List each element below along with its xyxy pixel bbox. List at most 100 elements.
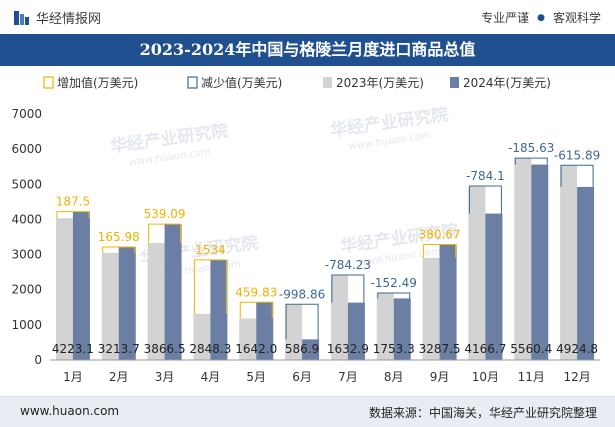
value-label-2024: 1753.3 bbox=[373, 342, 415, 356]
decrease-label: -998.86 bbox=[279, 287, 325, 301]
decrease-bracket bbox=[468, 185, 502, 214]
value-label-2024: 4924.8 bbox=[556, 342, 598, 356]
x-tick-label: 1月 bbox=[63, 370, 83, 384]
bar-2023 bbox=[330, 275, 348, 360]
decrease-bracket bbox=[377, 292, 411, 299]
decrease-bracket bbox=[560, 164, 594, 187]
value-label-2024: 3213.7 bbox=[98, 342, 140, 356]
footer-site-link[interactable]: www.huaon.com bbox=[20, 404, 120, 418]
y-tick-label: 1000 bbox=[11, 318, 42, 332]
tagline-2: 客观科学 bbox=[552, 11, 601, 25]
bar-2024 bbox=[393, 298, 411, 360]
value-label-2024: 1642.0 bbox=[235, 342, 277, 356]
legend-swatch-2023 bbox=[323, 77, 332, 88]
bar-2024 bbox=[118, 247, 136, 360]
value-label-2024: 1632.9 bbox=[327, 342, 369, 356]
increase-label: 380.67 bbox=[419, 227, 461, 241]
increase-bracket bbox=[193, 259, 227, 314]
increase-label: 539.09 bbox=[144, 207, 186, 221]
tagline-1: 专业严谨 bbox=[481, 11, 530, 25]
increase-bracket bbox=[102, 246, 136, 253]
value-label-2024: 586.9 bbox=[285, 342, 319, 356]
decrease-bracket bbox=[285, 303, 319, 340]
bar-2024 bbox=[164, 224, 182, 360]
legend-swatch-2024 bbox=[450, 77, 459, 88]
tagline: 专业严谨 ● 客观科学 bbox=[481, 9, 601, 26]
bar-2024 bbox=[439, 244, 457, 360]
value-label-2024: 4166.7 bbox=[464, 342, 506, 356]
brand[interactable]: 华经情报网 bbox=[14, 8, 101, 27]
bar-2024 bbox=[347, 302, 365, 360]
x-tick-label: 9月 bbox=[430, 370, 450, 384]
brand-name: 华经情报网 bbox=[36, 12, 102, 27]
increase-bracket bbox=[423, 243, 457, 258]
footer: www.huaon.com 数据来源：中国海关，华经产业研究院整理 bbox=[0, 396, 615, 427]
x-tick-label: 11月 bbox=[518, 370, 545, 384]
bar-2023 bbox=[147, 243, 165, 360]
value-label-2024: 3866.5 bbox=[144, 342, 186, 356]
bar-2023 bbox=[101, 252, 119, 360]
legend-swatch-decrease bbox=[187, 76, 198, 89]
y-tick-label: 5000 bbox=[11, 177, 42, 191]
x-tick-label: 3月 bbox=[155, 370, 175, 384]
decrease-label: -784.1 bbox=[466, 169, 505, 183]
y-tick-label: 7000 bbox=[11, 107, 42, 121]
decrease-label: -152.49 bbox=[371, 276, 417, 290]
x-tick-label: 7月 bbox=[338, 370, 358, 384]
bar-2024 bbox=[302, 339, 320, 360]
chart-title: 2023-2024年中国与格陵兰月度进口商品总值 bbox=[0, 34, 615, 66]
bar-2023 bbox=[55, 218, 73, 360]
legend-label-1: 减少值(万美元) bbox=[201, 75, 282, 90]
bar-2024 bbox=[531, 164, 549, 360]
bar-2024 bbox=[577, 186, 595, 360]
bar-2023 bbox=[376, 293, 394, 360]
increase-label: 1534 bbox=[195, 243, 226, 257]
bar-chart: 华经产业研究院www.huaon.com华经产业研究院www.huaon.com… bbox=[11, 75, 600, 384]
bar-2023 bbox=[285, 304, 303, 360]
increase-label: 165.98 bbox=[98, 230, 140, 244]
decrease-label: -784.23 bbox=[325, 258, 371, 272]
footer-source: 数据来源：中国海关，华经产业研究院整理 bbox=[368, 406, 597, 420]
x-tick-label: 2月 bbox=[109, 370, 129, 384]
value-label-2024: 2848.3 bbox=[189, 342, 231, 356]
bar-2023 bbox=[193, 313, 211, 360]
bar-2023 bbox=[514, 158, 532, 360]
x-tick-label: 8月 bbox=[384, 370, 404, 384]
x-tick-label: 4月 bbox=[201, 370, 221, 384]
increase-label: 459.83 bbox=[235, 285, 277, 299]
legend-label-2: 2023年(万美元) bbox=[336, 76, 424, 90]
bar-2023 bbox=[239, 318, 257, 360]
y-tick-label: 0 bbox=[34, 353, 42, 367]
x-tick-label: 6月 bbox=[292, 370, 312, 384]
logo-icon bbox=[14, 10, 30, 26]
legend-swatch-increase bbox=[43, 76, 54, 89]
decrease-bracket bbox=[331, 274, 365, 303]
increase-label: 187.5 bbox=[56, 195, 90, 209]
legend-label-3: 2024年(万美元) bbox=[463, 76, 551, 90]
x-tick-label: 5月 bbox=[246, 370, 266, 384]
decrease-bracket bbox=[514, 157, 548, 165]
bar-2024 bbox=[485, 213, 503, 360]
bar-2023 bbox=[468, 186, 486, 360]
bar-2023 bbox=[422, 257, 440, 360]
value-label-2024: 4223.1 bbox=[52, 342, 94, 356]
y-tick-label: 2000 bbox=[11, 283, 42, 297]
bar-2024 bbox=[72, 211, 90, 360]
increase-bracket bbox=[239, 301, 273, 319]
decrease-label: -185.63 bbox=[508, 141, 554, 155]
increase-bracket bbox=[148, 223, 182, 244]
bar-2023 bbox=[560, 165, 578, 360]
x-tick-label: 12月 bbox=[563, 370, 590, 384]
value-label-2024: 5560.4 bbox=[510, 342, 552, 356]
bar-2024 bbox=[256, 302, 274, 360]
legend-label-0: 增加值(万美元) bbox=[57, 75, 138, 90]
y-tick-label: 6000 bbox=[11, 142, 42, 156]
bullet-icon: ● bbox=[537, 12, 545, 23]
top-bar: 华经情报网 专业严谨 ● 客观科学 bbox=[0, 0, 615, 34]
y-tick-label: 4000 bbox=[11, 212, 42, 226]
bar-2024 bbox=[210, 259, 228, 360]
x-tick-label: 10月 bbox=[472, 370, 499, 384]
increase-bracket bbox=[56, 211, 90, 219]
y-tick-label: 3000 bbox=[11, 248, 42, 262]
value-label-2024: 3287.5 bbox=[419, 342, 461, 356]
